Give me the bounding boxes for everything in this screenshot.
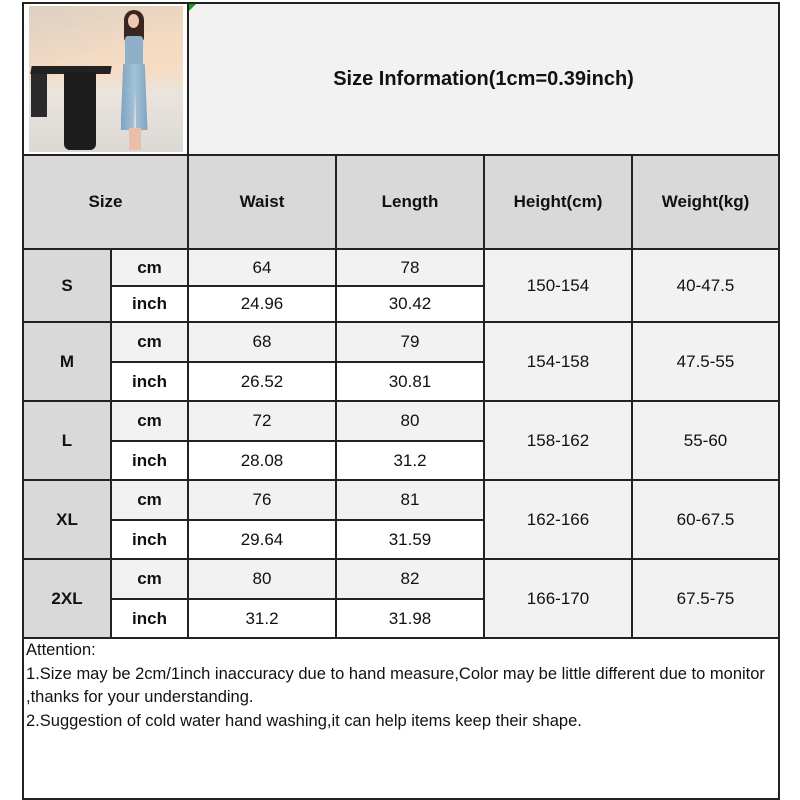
height-range: 166-170 [483, 558, 633, 639]
product-photo-cell [22, 2, 189, 156]
length-inch: 31.59 [335, 519, 485, 560]
note-item: 1.Size may be 2cm/1inch inaccuracy due t… [26, 664, 765, 707]
waist-cm: 80 [187, 558, 337, 600]
size-label: M [22, 321, 112, 402]
table-row-inch: inch 26.52 30.81 [23, 361, 779, 402]
notes-heading: Attention: [26, 641, 96, 659]
weight-range: 40-47.5 [630, 248, 781, 323]
waist-cm: 64 [187, 248, 337, 287]
unit-inch: inch [110, 598, 189, 639]
table-row-inch: inch 31.2 31.98 [23, 598, 779, 639]
length-cm: 81 [335, 479, 485, 521]
waist-inch: 28.08 [187, 440, 337, 481]
size-label: S [22, 248, 112, 323]
unit-inch: inch [110, 440, 189, 481]
height-range: 150-154 [483, 248, 633, 323]
weight-range: 60-67.5 [630, 479, 781, 560]
size-label: 2XL [22, 558, 112, 639]
table-row-cm: 2XL cm 80 82 166-170 67.5-75 [22, 558, 781, 639]
weight-range: 67.5-75 [630, 558, 781, 639]
waist-inch: 26.52 [187, 361, 337, 402]
weight-range: 47.5-55 [630, 321, 781, 402]
unit-cm: cm [110, 248, 189, 287]
height-range: 154-158 [483, 321, 633, 402]
header-length: Length [335, 154, 485, 250]
waist-inch: 24.96 [187, 285, 337, 323]
table-row-inch: inch 29.64 31.59 [23, 519, 779, 560]
table-row-inch: inch 28.08 31.2 [23, 440, 779, 481]
notes-section: Attention: 1.Size may be 2cm/1inch inacc… [22, 637, 780, 800]
unit-inch: inch [110, 285, 189, 323]
unit-inch: inch [110, 361, 189, 402]
unit-cm: cm [110, 479, 189, 521]
length-cm: 82 [335, 558, 485, 600]
header-row: Size Waist Length Height(cm) Weight(kg) [22, 154, 781, 250]
size-chart-table: Size Information(1cm=0.39inch) Size Wais… [22, 2, 781, 639]
unit-cm: cm [110, 321, 189, 363]
length-cm: 79 [335, 321, 485, 363]
length-inch: 30.42 [335, 285, 485, 323]
waist-cm: 76 [187, 479, 337, 521]
header-height: Height(cm) [483, 154, 633, 250]
chart-title-text: Size Information(1cm=0.39inch) [333, 67, 634, 90]
product-photo [28, 6, 183, 152]
unit-inch: inch [110, 519, 189, 560]
waist-inch: 31.2 [187, 598, 337, 639]
note-item: 2.Suggestion of cold water hand washing,… [26, 711, 582, 730]
size-label: XL [22, 479, 112, 560]
size-label: L [22, 400, 112, 481]
length-cm: 80 [335, 400, 485, 442]
weight-range: 55-60 [630, 400, 781, 481]
length-inch: 31.2 [335, 440, 485, 481]
length-inch: 31.98 [335, 598, 485, 639]
header-size: Size [22, 154, 189, 250]
waist-inch: 29.64 [187, 519, 337, 560]
header-waist: Waist [187, 154, 337, 250]
height-range: 162-166 [483, 479, 633, 560]
waist-cm: 68 [187, 321, 337, 363]
length-inch: 30.81 [335, 361, 485, 402]
unit-cm: cm [110, 400, 189, 442]
waist-cm: 72 [187, 400, 337, 442]
length-cm: 78 [335, 248, 485, 287]
height-range: 158-162 [483, 400, 633, 481]
cell-corner-marker [189, 4, 196, 11]
chart-title: Size Information(1cm=0.39inch) [186, 2, 781, 156]
table-row-inch: inch 24.96 30.42 [23, 285, 779, 323]
unit-cm: cm [110, 558, 189, 600]
table-row-cm: XL cm 76 81 162-166 60-67.5 [22, 479, 781, 560]
header-weight: Weight(kg) [630, 154, 781, 250]
